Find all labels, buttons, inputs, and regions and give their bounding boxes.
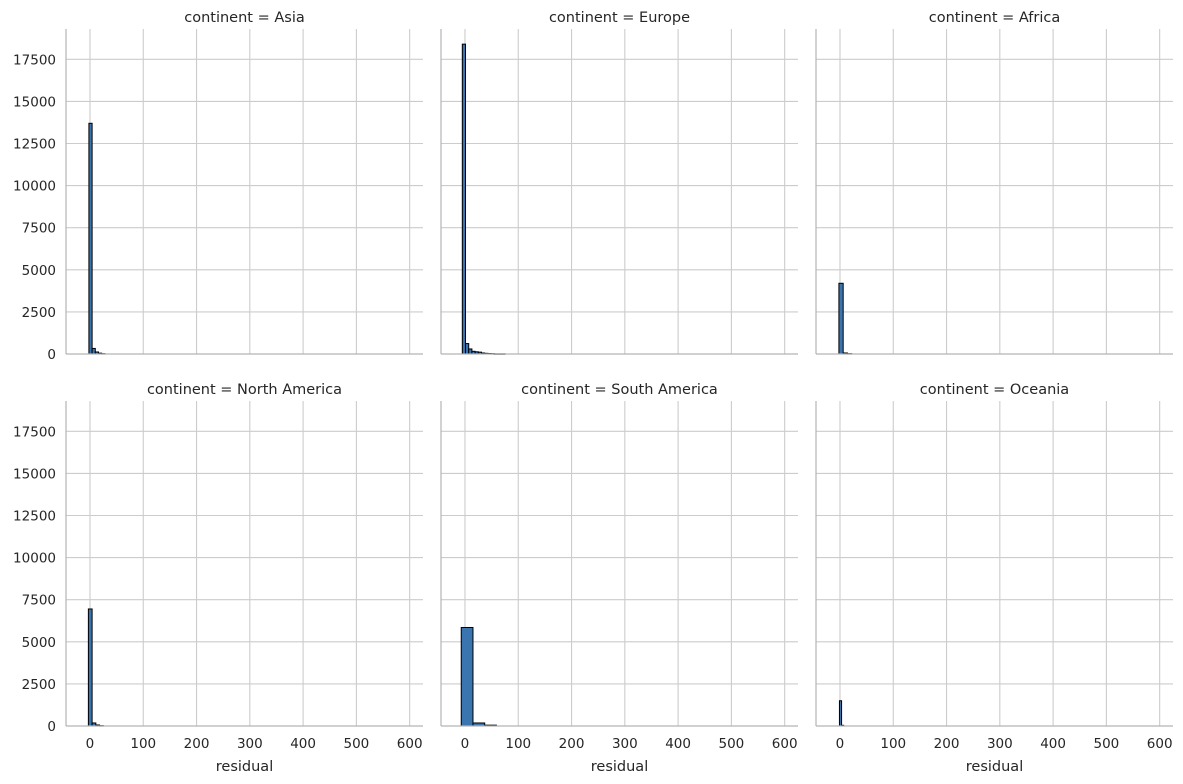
histogram-bar — [461, 43, 467, 355]
x-axis-label: residual — [591, 759, 648, 775]
facet-title: continent = Asia — [184, 10, 305, 26]
facet-title: continent = North America — [147, 382, 342, 398]
y-tick-label: 15000 — [13, 94, 56, 110]
y-tick-label: 17500 — [13, 424, 56, 440]
x-tick-label: 0 — [461, 736, 470, 752]
histogram-bar — [838, 282, 844, 355]
facet-title: continent = Europe — [549, 10, 690, 26]
y-tick-label: 17500 — [13, 52, 56, 68]
y-tick-label: 7500 — [22, 593, 56, 609]
y-tick-label: 7500 — [22, 221, 56, 237]
y-tick-label: 5000 — [22, 635, 56, 651]
facet-title: continent = Africa — [929, 10, 1060, 26]
x-tick-label: 300 — [612, 736, 638, 752]
x-tick-label: 500 — [719, 736, 745, 752]
x-tick-label: 500 — [344, 736, 370, 752]
x-tick-label: 100 — [880, 736, 906, 752]
histogram-bar — [88, 122, 93, 355]
x-axis-label: residual — [966, 759, 1023, 775]
y-tick-label: 2500 — [22, 677, 56, 693]
facet-title: continent = Oceania — [920, 382, 1069, 398]
y-tick-label: 10000 — [13, 179, 56, 195]
x-tick-label: 600 — [397, 736, 423, 752]
x-tick-label: 400 — [1040, 736, 1066, 752]
y-tick-label: 12500 — [13, 509, 56, 525]
y-tick-label: 10000 — [13, 551, 56, 567]
facet-title: continent = South America — [521, 382, 718, 398]
y-tick-label: 0 — [47, 719, 56, 735]
y-tick-label: 5000 — [22, 263, 56, 279]
x-tick-label: 500 — [1094, 736, 1120, 752]
y-tick-label: 2500 — [22, 305, 56, 321]
x-tick-label: 300 — [237, 736, 263, 752]
x-tick-label: 600 — [772, 736, 798, 752]
x-tick-label: 100 — [505, 736, 531, 752]
x-tick-label: 200 — [934, 736, 960, 752]
histogram-bar — [460, 626, 474, 727]
x-tick-label: 0 — [86, 736, 95, 752]
x-tick-label: 400 — [290, 736, 316, 752]
x-tick-label: 0 — [836, 736, 845, 752]
histogram-bar — [87, 608, 93, 727]
y-tick-label: 12500 — [13, 137, 56, 153]
histogram-bar — [838, 700, 843, 727]
x-tick-label: 400 — [665, 736, 691, 752]
y-tick-label: 15000 — [13, 466, 56, 482]
x-tick-label: 200 — [559, 736, 585, 752]
y-tick-label: 0 — [47, 347, 56, 363]
x-tick-label: 300 — [987, 736, 1013, 752]
x-axis-label: residual — [216, 759, 273, 775]
x-tick-label: 600 — [1147, 736, 1173, 752]
x-tick-label: 100 — [130, 736, 156, 752]
x-tick-label: 200 — [184, 736, 210, 752]
